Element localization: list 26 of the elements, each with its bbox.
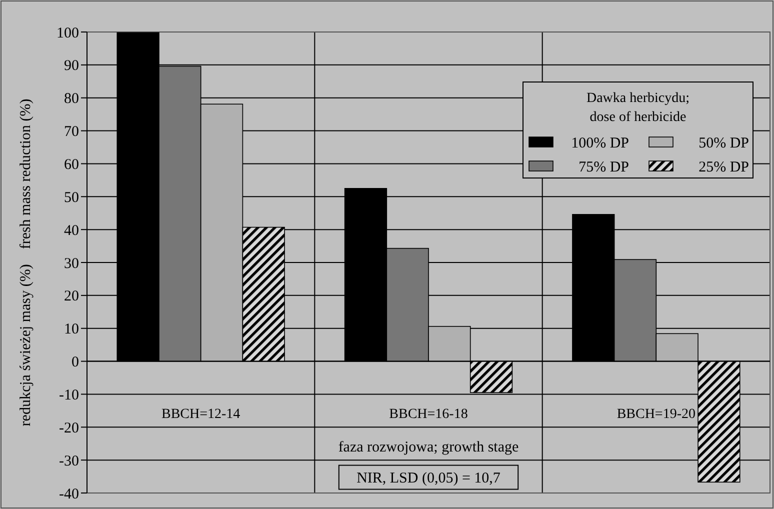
y-tick-label: 30	[64, 256, 79, 272]
legend-label: 100% DP	[571, 135, 629, 152]
x-axis-title: faza rozwojowa; growth stage	[338, 440, 520, 456]
y-tick-label: -20	[59, 420, 79, 436]
y-tick-label: -40	[59, 486, 79, 502]
x-tick-label: BBCH=16-18	[389, 407, 468, 422]
x-tick-label: BBCH=12-14	[161, 407, 240, 422]
y-tick-label: 100	[56, 25, 79, 42]
legend-label: 50% DP	[698, 135, 749, 152]
legend-title: Dawka herbicydu; dose of herbicide	[586, 90, 690, 125]
annotation: NIR, LSD (0,05) = 10,7	[356, 470, 501, 487]
legend-label: 25% DP	[698, 159, 749, 176]
y-tick-label: -30	[59, 453, 79, 470]
y-tick-label: 20	[64, 288, 79, 305]
y-axis-title: redukcja świeżej masy (%) fresh mass reduction (%)	[18, 98, 34, 426]
y-tick-label: -10	[59, 387, 79, 404]
y-tick-label: 40	[64, 222, 79, 239]
y-tick-label: 10	[64, 322, 79, 338]
y-tick-label: 50	[64, 190, 79, 206]
y-tick-label: 0	[72, 354, 79, 371]
y-tick-label: 80	[64, 91, 79, 108]
y-tick-label: 60	[64, 156, 79, 173]
y-tick-label: 90	[64, 58, 79, 74]
y-tick-label: 70	[64, 124, 79, 140]
legend-label: 75% DP	[578, 159, 629, 176]
x-tick-label: BBCH=19-20	[616, 407, 696, 422]
